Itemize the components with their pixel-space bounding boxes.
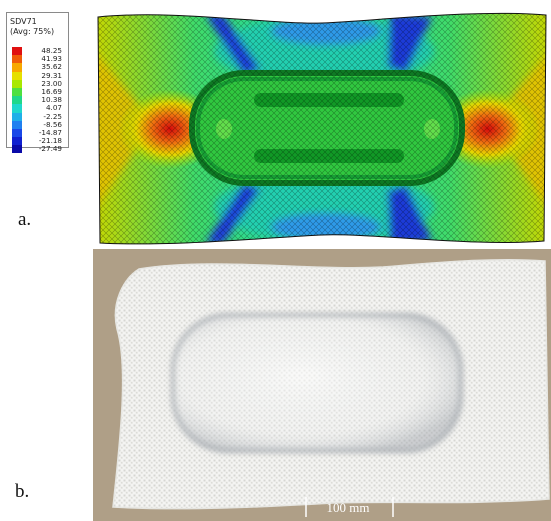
legend-value: 35.62 xyxy=(41,62,62,72)
legend-value: -14.87 xyxy=(38,127,62,137)
legend-entry: 4.07 xyxy=(12,103,66,113)
legend-entry: 35.62 xyxy=(12,62,66,72)
legend-entry: -14.87 xyxy=(12,127,66,138)
legend-entry: 48.25 xyxy=(12,46,66,56)
legend-entry: 16.69 xyxy=(12,86,66,97)
legend-value: 23.00 xyxy=(41,78,62,88)
legend-color-swatch xyxy=(12,96,22,105)
legend-color-swatch xyxy=(12,71,22,80)
legend-color-swatch xyxy=(12,104,22,113)
legend-value: 4.07 xyxy=(45,103,62,113)
legend-entry: 23.00 xyxy=(12,78,66,88)
legend-color-swatch xyxy=(12,79,22,88)
preform-photo xyxy=(93,249,551,521)
legend-value: 48.25 xyxy=(41,46,62,55)
legend-value: -2.25 xyxy=(43,111,62,121)
panel-label-a: a. xyxy=(18,209,32,230)
legend-entry: -27.49 xyxy=(12,144,66,154)
legend-value: -27.49 xyxy=(38,144,62,154)
legend-color-swatch xyxy=(12,87,22,97)
legend-entry: 41.93 xyxy=(12,54,66,64)
legend-swatch-list: 48.25 41.93 35.62 29.31 23.00 16.69 10.38 4.07-… xyxy=(12,46,66,154)
legend-value: 10.38 xyxy=(41,95,62,105)
legend-color-swatch xyxy=(12,47,22,56)
legend-color-swatch xyxy=(12,137,22,146)
legend-entry: -21.18 xyxy=(12,136,66,146)
legend-color-swatch xyxy=(12,120,22,129)
legend-value: -21.18 xyxy=(38,136,62,146)
legend-color-swatch xyxy=(12,55,22,64)
contour-legend: SDV71 (Avg: 75%) 48.25 41.93 35.62 29.31 23.… xyxy=(6,12,69,154)
legend-entry: -2.25 xyxy=(12,111,66,121)
legend-color-swatch xyxy=(12,145,22,154)
legend-title: SDV71 xyxy=(10,17,37,26)
legend-value: 29.31 xyxy=(41,70,62,80)
legend-entry: 29.31 xyxy=(12,70,66,80)
legend-subtitle: (Avg: 75%) xyxy=(10,27,55,36)
panel-label-b: b. xyxy=(15,481,30,502)
fe-contour-plot xyxy=(97,12,547,245)
legend-color-swatch xyxy=(12,112,22,121)
legend-color-swatch xyxy=(12,63,22,72)
legend-color-swatch xyxy=(12,128,22,138)
legend-value: 16.69 xyxy=(41,86,62,96)
legend-entry: 10.38 xyxy=(12,95,66,105)
legend-value: 41.93 xyxy=(41,54,62,64)
scale-bar-label: 100 mm xyxy=(326,500,370,515)
legend-entry: -8.56 xyxy=(12,119,66,129)
legend-value: -8.56 xyxy=(43,119,62,129)
